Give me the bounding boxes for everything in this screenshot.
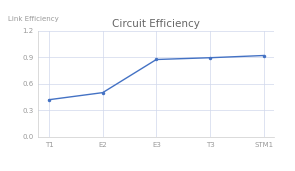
Text: Link Efficiency: Link Efficiency	[8, 16, 58, 22]
Title: Circuit Efficiency: Circuit Efficiency	[112, 19, 200, 29]
